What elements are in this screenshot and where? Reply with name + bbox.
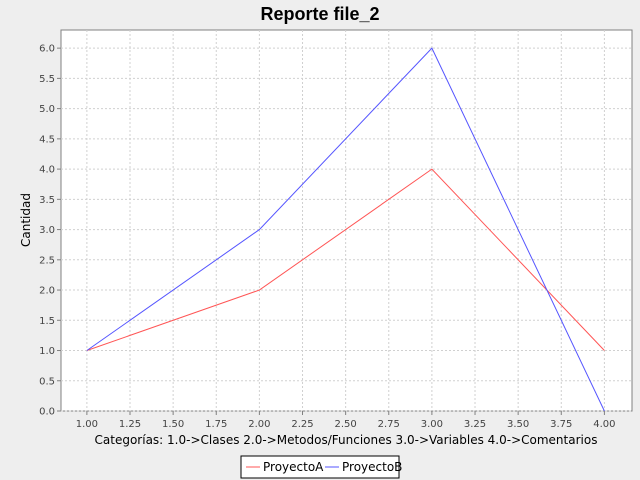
- y-tick-label: 3.5: [39, 195, 55, 206]
- x-tick-label: 2.50: [335, 419, 357, 430]
- x-tick-label: 1.75: [205, 419, 227, 430]
- x-axis-ticks: 1.00 1.25 1.50 1.75 2.00 2.25 2.50 2.75 3.00 3.25…: [76, 411, 616, 430]
- y-tick-label: 5.0: [39, 104, 55, 115]
- x-tick-label: 2.25: [291, 419, 313, 430]
- x-tick-label: 1.50: [162, 419, 184, 430]
- y-tick-label: 4.5: [39, 134, 55, 145]
- x-tick-label: 4.00: [593, 419, 615, 430]
- x-tick-label: 3.50: [507, 419, 529, 430]
- y-tick-label: 3.0: [39, 225, 55, 236]
- y-tick-label: 5.5: [39, 74, 55, 85]
- series-lines: [86, 47, 605, 412]
- x-tick-label: 3.25: [464, 419, 486, 430]
- y-tick-label: 1.0: [39, 346, 55, 357]
- x-tick-label: 1.25: [119, 419, 141, 430]
- y-tick-label: 6.0: [39, 44, 55, 55]
- legend-label: ProyectoB: [342, 460, 402, 474]
- y-tick-label: 1.5: [39, 316, 55, 327]
- y-tick-label: 2.5: [39, 255, 55, 266]
- y-tick-label: 4.0: [39, 165, 55, 176]
- x-tick-label: 2.00: [248, 419, 270, 430]
- x-tick-label: 3.00: [421, 419, 443, 430]
- series-line-proyectob: [86, 47, 605, 412]
- x-axis-label: Categorías: 1.0->Clases 2.0->Metodos/Fun…: [95, 433, 598, 447]
- legend-box: [240, 455, 400, 479]
- legend: ProyectoA ProyectoB: [240, 455, 402, 479]
- x-tick-label: 1.00: [76, 419, 98, 430]
- y-axis-ticks: 0.0 0.5 1.0 1.5 2.0 2.5 3.0 3.5 4.0 4.5 5.0 5.5 6.0: [39, 44, 61, 418]
- x-tick-label: 3.75: [550, 419, 572, 430]
- y-axis-label: Cantidad: [19, 193, 33, 247]
- x-tick-label: 2.75: [378, 419, 400, 430]
- y-tick-label: 0.0: [39, 407, 55, 418]
- series-line-proyectoa: [86, 168, 605, 351]
- y-tick-label: 0.5: [39, 376, 55, 387]
- legend-label: ProyectoA: [263, 460, 324, 474]
- chart-title: Reporte file_2: [260, 4, 379, 24]
- y-tick-label: 2.0: [39, 286, 55, 297]
- plot-area: [60, 29, 633, 412]
